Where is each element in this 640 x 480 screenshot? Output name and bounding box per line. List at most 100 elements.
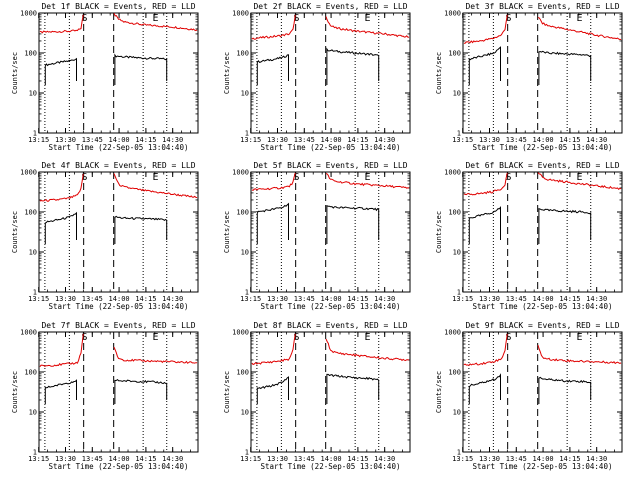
x-tick-label: 14:00 (533, 295, 554, 303)
x-tick-label: 13:30 (479, 455, 500, 463)
event-marker-e: E (576, 332, 582, 343)
x-axis-label: Start Time (22-Sep-05 13:04:40) (261, 143, 401, 152)
y-tick-label: 1000 (20, 10, 37, 18)
event-marker-e: E (152, 172, 158, 183)
x-tick-label: 13:45 (294, 295, 315, 303)
plot-frame (462, 12, 623, 134)
lld-series-line (113, 12, 198, 32)
event-marker-e: E (576, 172, 582, 183)
lld-series-line (251, 14, 296, 40)
lld-series-line (325, 16, 410, 38)
lld-series-line (463, 172, 508, 196)
chart-title: Det 5f BLACK = Events, RED = LLD (253, 161, 407, 170)
y-tick-label: 10 (29, 90, 37, 98)
chart-title: Det 3f BLACK = Events, RED = LLD (465, 2, 619, 11)
events-series-line (44, 211, 77, 244)
y-tick-label: 10 (29, 409, 37, 417)
events-series-line (44, 379, 77, 404)
x-tick-label: 14:00 (533, 455, 554, 463)
y-tick-label: 1 (457, 449, 461, 457)
y-axis-label: Counts/sec (223, 211, 231, 253)
lld-series-line (463, 333, 508, 367)
lld-series-line (39, 333, 84, 368)
lld-series-line (325, 338, 410, 362)
events-series-line (256, 54, 289, 85)
y-tick-label: 100 (236, 369, 249, 377)
lld-series-line (39, 173, 84, 202)
y-tick-label: 1000 (444, 329, 461, 337)
y-tick-label: 1000 (444, 169, 461, 177)
x-tick-label: 13:45 (506, 136, 527, 144)
lld-series-line (113, 173, 198, 198)
x-axis-label: Start Time (22-Sep-05 13:04:40) (49, 143, 189, 152)
x-axis-label: Start Time (22-Sep-05 13:04:40) (473, 302, 613, 311)
y-tick-label: 100 (448, 369, 461, 377)
x-tick-label: 14:00 (109, 295, 130, 303)
x-tick-label: 14:15 (559, 295, 580, 303)
chart-title: Det 1f BLACK = Events, RED = LLD (41, 2, 195, 11)
x-tick-label: 13:30 (267, 136, 288, 144)
event-marker-s: S (294, 332, 300, 343)
events-series-line (114, 53, 168, 85)
lld-series-line (251, 172, 296, 191)
x-tick-label: 13:30 (55, 295, 76, 303)
plot-frame (250, 171, 411, 293)
x-tick-label: 14:30 (162, 455, 183, 463)
y-tick-label: 1 (245, 130, 249, 138)
chart-title: Det 6f BLACK = Events, RED = LLD (465, 161, 619, 170)
x-tick-label: 14:00 (321, 455, 342, 463)
events-series-line (114, 378, 168, 404)
event-marker-s: S (82, 332, 88, 343)
x-tick-label: 14:15 (559, 455, 580, 463)
y-tick-label: 1 (457, 130, 461, 138)
plot-frame (250, 331, 411, 453)
x-tick-label: 13:30 (267, 455, 288, 463)
y-tick-label: 1000 (20, 329, 37, 337)
y-tick-label: 100 (236, 50, 249, 58)
y-tick-label: 10 (241, 409, 249, 417)
y-tick-label: 1 (457, 289, 461, 297)
x-tick-label: 14:30 (162, 136, 183, 144)
x-tick-label: 14:15 (347, 455, 368, 463)
y-tick-label: 100 (448, 209, 461, 217)
y-tick-label: 10 (29, 249, 37, 257)
x-tick-label: 13:15 (240, 455, 261, 463)
chart-title: Det 7f BLACK = Events, RED = LLD (41, 321, 195, 330)
y-axis-label: Counts/sec (223, 52, 231, 94)
x-axis-label: Start Time (22-Sep-05 13:04:40) (261, 462, 401, 471)
events-series-line (538, 50, 592, 85)
event-marker-s: S (506, 13, 512, 24)
x-tick-label: 14:00 (321, 295, 342, 303)
event-marker-e: E (364, 172, 370, 183)
x-tick-label: 14:15 (559, 136, 580, 144)
plot-frame (38, 331, 199, 453)
y-tick-label: 100 (24, 50, 37, 58)
events-series-line (468, 46, 501, 85)
y-tick-label: 100 (24, 369, 37, 377)
events-series-line (468, 206, 501, 244)
y-axis-label: Counts/sec (435, 211, 443, 253)
chart-panel-det-4f: Det 4f BLACK = Events, RED = LLD 1 10 100 10… (11, 161, 199, 311)
y-tick-label: 10 (453, 409, 461, 417)
x-tick-label: 13:30 (55, 455, 76, 463)
y-tick-label: 1 (33, 130, 37, 138)
event-marker-s: S (82, 13, 88, 24)
lld-series-line (251, 333, 296, 366)
y-tick-label: 1 (245, 289, 249, 297)
x-axis-label: Start Time (22-Sep-05 13:04:40) (473, 143, 613, 152)
x-tick-label: 13:45 (506, 295, 527, 303)
y-axis-label: Counts/sec (435, 371, 443, 413)
x-tick-label: 14:30 (374, 136, 395, 144)
x-tick-label: 13:15 (28, 455, 49, 463)
x-tick-label: 13:30 (267, 295, 288, 303)
x-tick-label: 14:00 (109, 455, 130, 463)
x-tick-label: 13:45 (82, 136, 103, 144)
x-tick-label: 14:15 (135, 295, 156, 303)
x-tick-label: 14:30 (586, 455, 607, 463)
events-series-line (326, 47, 380, 85)
x-tick-label: 13:15 (452, 136, 473, 144)
event-marker-e: E (364, 13, 370, 24)
chart-panel-det-1f: Det 1f BLACK = Events, RED = LLD 1 10 100 10… (11, 2, 199, 152)
